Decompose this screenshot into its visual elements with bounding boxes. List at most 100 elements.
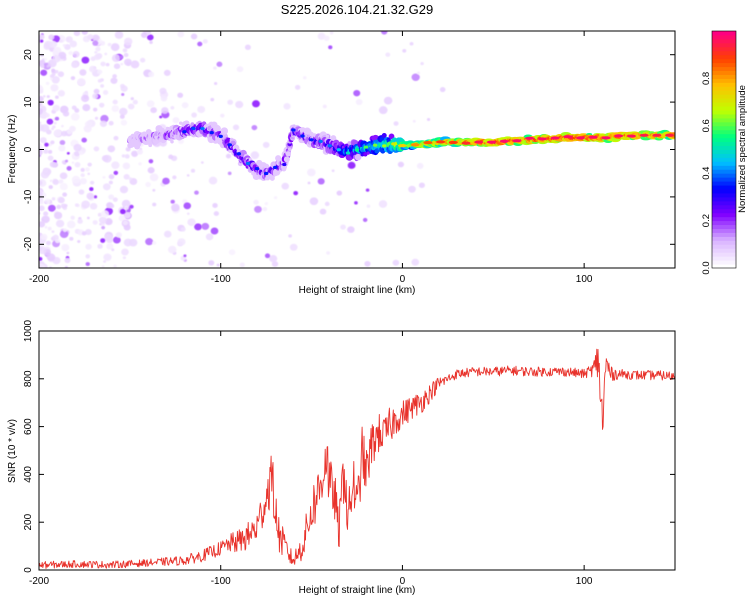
noise-blob bbox=[262, 141, 270, 148]
noise-blob bbox=[92, 107, 98, 112]
colorbar-segment bbox=[712, 264, 736, 269]
noise-blob bbox=[93, 88, 100, 95]
colorbar-segment bbox=[712, 252, 736, 257]
noise-blob bbox=[51, 197, 56, 201]
noise-blob bbox=[177, 31, 185, 38]
noise-blob bbox=[123, 52, 129, 58]
noise-blob bbox=[269, 254, 278, 263]
ridge-core bbox=[391, 142, 396, 146]
ridge-core bbox=[363, 145, 369, 149]
noise-blob bbox=[99, 102, 105, 108]
noise-blob bbox=[111, 248, 115, 252]
noise-blob bbox=[68, 50, 73, 56]
colorbar-segment bbox=[712, 113, 736, 119]
ridge-core bbox=[327, 144, 332, 148]
noise-blob bbox=[111, 161, 120, 169]
noise-blob bbox=[108, 120, 114, 126]
noise-blob bbox=[45, 240, 51, 246]
noise-blob bbox=[62, 192, 68, 197]
noise-blob bbox=[51, 230, 55, 234]
noise-blob bbox=[347, 226, 355, 233]
colorbar-segment bbox=[712, 153, 736, 158]
noise-blob bbox=[208, 176, 218, 185]
noise-blob bbox=[41, 215, 50, 224]
noise-blob bbox=[44, 225, 48, 229]
noise-blob bbox=[77, 239, 81, 243]
y-tick-label: 600 bbox=[23, 418, 34, 435]
noise-blob bbox=[122, 220, 128, 226]
noise-blob bbox=[131, 150, 139, 157]
ridge-blob bbox=[366, 151, 370, 155]
noise-blob bbox=[119, 55, 124, 59]
noise-blob bbox=[129, 204, 134, 209]
colorbar-segment bbox=[712, 98, 736, 103]
noise-blob bbox=[87, 34, 94, 40]
ridge-core bbox=[345, 151, 351, 155]
noise-blob bbox=[73, 143, 82, 152]
noise-blob bbox=[213, 66, 217, 70]
noise-blob bbox=[115, 232, 122, 238]
ridge-blob bbox=[281, 166, 287, 172]
noise-blob bbox=[100, 238, 106, 243]
noise-blob bbox=[48, 34, 55, 41]
snr-panel: -200 -100 0 100 0 200 400 600 800 1000 Height of… bbox=[7, 319, 676, 596]
noise-blob bbox=[80, 173, 85, 178]
ridge-blob bbox=[158, 127, 165, 134]
noise-blob bbox=[58, 144, 66, 152]
noise-blob bbox=[59, 172, 68, 180]
noise-blob bbox=[411, 73, 420, 82]
noise-blob bbox=[101, 210, 110, 218]
noise-blob bbox=[120, 85, 128, 92]
noise-blob bbox=[55, 219, 65, 228]
noise-blob bbox=[113, 135, 119, 141]
noise-blob bbox=[66, 151, 70, 155]
noise-blob bbox=[416, 71, 421, 75]
noise-blob bbox=[239, 262, 245, 268]
noise-blob bbox=[44, 198, 51, 205]
ridge-core bbox=[499, 139, 509, 143]
noise-blob bbox=[378, 200, 388, 208]
noise-blob bbox=[93, 54, 101, 61]
colorbar-strip bbox=[712, 31, 736, 269]
noise-blob bbox=[81, 56, 90, 64]
colorbar-tick-label: 0.8 bbox=[701, 72, 712, 85]
colorbar-segment bbox=[712, 110, 736, 115]
noise-blob bbox=[92, 40, 99, 46]
noise-blob bbox=[77, 78, 86, 86]
ridge-core bbox=[601, 136, 611, 140]
noise-blob bbox=[251, 124, 258, 131]
noise-blob bbox=[411, 258, 420, 266]
noise-blob bbox=[309, 197, 319, 206]
noise-blob bbox=[49, 40, 58, 48]
noise-blob bbox=[110, 43, 120, 52]
noise-blob bbox=[100, 84, 105, 88]
noise-blob bbox=[149, 40, 153, 44]
noise-blob bbox=[98, 216, 107, 224]
ridge-blob bbox=[381, 132, 387, 138]
y-tick-label: 200 bbox=[23, 513, 34, 530]
noise-blob bbox=[99, 222, 102, 226]
noise-blob bbox=[45, 81, 50, 85]
noise-blob bbox=[147, 167, 155, 174]
noise-blob bbox=[93, 146, 100, 152]
noise-blob bbox=[111, 54, 121, 62]
ridge-core bbox=[537, 137, 547, 141]
noise-blob bbox=[43, 167, 49, 173]
noise-blob bbox=[210, 97, 215, 102]
noise-blob bbox=[355, 98, 363, 106]
noise-blob bbox=[46, 118, 54, 125]
noise-blob bbox=[152, 202, 157, 207]
colorbar-segment bbox=[712, 78, 736, 83]
noise-blob bbox=[44, 57, 48, 61]
noise-blob bbox=[190, 168, 196, 173]
noise-blob bbox=[47, 99, 54, 106]
ridge-core bbox=[576, 136, 586, 140]
noise-blob bbox=[89, 202, 98, 210]
noise-blob bbox=[113, 170, 119, 175]
noise-blob bbox=[121, 248, 129, 256]
noise-blob bbox=[183, 254, 187, 258]
noise-blob bbox=[81, 137, 87, 143]
y-tick-label: 20 bbox=[23, 49, 34, 61]
noise-blob bbox=[122, 256, 127, 260]
